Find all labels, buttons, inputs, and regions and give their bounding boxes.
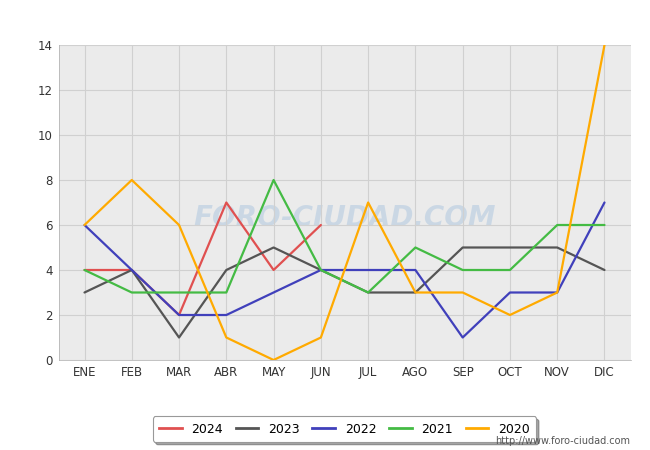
Text: FORO-CIUDAD.COM: FORO-CIUDAD.COM bbox=[193, 204, 496, 232]
Text: Matriculaciones de Vehiculos en La Zarza: Matriculaciones de Vehiculos en La Zarza bbox=[153, 11, 497, 29]
Legend: 2024, 2023, 2022, 2021, 2020: 2024, 2023, 2022, 2021, 2020 bbox=[153, 416, 536, 442]
Text: http://www.foro-ciudad.com: http://www.foro-ciudad.com bbox=[495, 436, 630, 446]
